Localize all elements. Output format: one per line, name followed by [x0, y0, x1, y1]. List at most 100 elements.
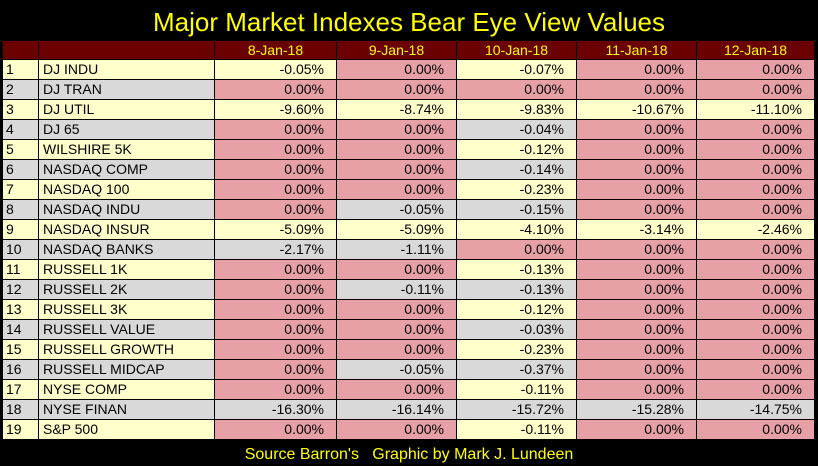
row-number: 13 — [2, 299, 39, 320]
value-cell: -5.09% — [214, 219, 337, 240]
value-cell: 0.00% — [576, 379, 697, 400]
value-cell: 0.00% — [696, 379, 815, 400]
value-cell: 0.00% — [696, 179, 815, 200]
row-number: 11 — [2, 259, 39, 280]
value-cell: 0.00% — [456, 239, 577, 260]
value-cell: -3.14% — [576, 219, 697, 240]
index-name: DJ 65 — [38, 119, 215, 140]
row-number: 2 — [2, 79, 39, 100]
table-row: 19 S&P 500 0.00% 0.00% -0.11% 0.00% 0.00% — [2, 419, 815, 440]
row-number: 14 — [2, 319, 39, 340]
row-number: 7 — [2, 179, 39, 200]
table-row: 11 RUSSELL 1K 0.00% 0.00% -0.13% 0.00% 0.00% — [2, 259, 815, 280]
index-name: RUSSELL 2K — [38, 279, 215, 300]
header-blank-name — [38, 40, 215, 60]
value-cell: 0.00% — [576, 239, 697, 260]
table-row: 13 RUSSELL 3K 0.00% 0.00% -0.12% 0.00% 0.00% — [2, 299, 815, 320]
value-cell: -5.09% — [336, 219, 457, 240]
value-cell: -8.74% — [336, 99, 457, 120]
table-row: 1 DJ INDU -0.05% 0.00% -0.07% 0.00% 0.00% — [2, 59, 815, 80]
column-header: 12-Jan-18 — [696, 40, 815, 60]
row-number: 9 — [2, 219, 39, 240]
value-cell: 0.00% — [576, 119, 697, 140]
table-row: 9 NASDAQ INSUR -5.09% -5.09% -4.10% -3.14% -2.… — [2, 219, 815, 240]
value-cell: -0.12% — [456, 299, 577, 320]
value-cell: 0.00% — [336, 319, 457, 340]
value-cell: 0.00% — [696, 119, 815, 140]
row-number: 19 — [2, 419, 39, 440]
row-number: 4 — [2, 119, 39, 140]
value-cell: 0.00% — [214, 259, 337, 280]
index-name: RUSSELL 3K — [38, 299, 215, 320]
value-cell: 0.00% — [214, 299, 337, 320]
value-cell: -0.05% — [336, 359, 457, 380]
index-name: NASDAQ INSUR — [38, 219, 215, 240]
value-cell: 0.00% — [214, 179, 337, 200]
value-cell: -4.10% — [456, 219, 577, 240]
value-cell: -0.12% — [456, 139, 577, 160]
figure-title: Major Market Indexes Bear Eye View Value… — [152, 7, 666, 37]
value-cell: 0.00% — [336, 59, 457, 80]
value-cell: -0.07% — [456, 59, 577, 80]
table-row: 5 WILSHIRE 5K 0.00% 0.00% -0.12% 0.00% 0.00% — [2, 139, 815, 160]
value-cell: 0.00% — [214, 139, 337, 160]
value-cell: 0.00% — [696, 359, 815, 380]
table-row: 17 NYSE COMP 0.00% 0.00% -0.11% 0.00% 0.00% — [2, 379, 815, 400]
value-cell: 0.00% — [336, 119, 457, 140]
value-cell: 0.00% — [214, 419, 337, 440]
row-number: 16 — [2, 359, 39, 380]
value-cell: 0.00% — [214, 279, 337, 300]
index-name: RUSSELL GROWTH — [38, 339, 215, 360]
value-cell: -15.72% — [456, 399, 577, 420]
value-cell: -0.37% — [456, 359, 577, 380]
value-cell: 0.00% — [696, 419, 815, 440]
table-row: 12 RUSSELL 2K 0.00% -0.11% -0.13% 0.00% 0.00% — [2, 279, 815, 300]
value-cell: -9.60% — [214, 99, 337, 120]
index-name: DJ INDU — [38, 59, 215, 80]
table-row: 18 NYSE FINAN -16.30% -16.14% -15.72% -15.28%… — [2, 399, 815, 420]
value-cell: -2.17% — [214, 239, 337, 260]
value-cell: -2.46% — [696, 219, 815, 240]
value-cell: 0.00% — [576, 259, 697, 280]
value-cell: -0.23% — [456, 339, 577, 360]
index-name: DJ UTIL — [38, 99, 215, 120]
value-cell: 0.00% — [336, 139, 457, 160]
value-cell: 0.00% — [456, 79, 577, 100]
value-cell: 0.00% — [696, 319, 815, 340]
value-cell: -0.11% — [456, 419, 577, 440]
row-number: 3 — [2, 99, 39, 120]
index-name: DJ TRAN — [38, 79, 215, 100]
value-cell: 0.00% — [214, 79, 337, 100]
table-row: 4 DJ 65 0.00% 0.00% -0.04% 0.00% 0.00% — [2, 119, 815, 140]
value-cell: -0.13% — [456, 259, 577, 280]
value-cell: 0.00% — [336, 419, 457, 440]
column-header: 9-Jan-18 — [336, 40, 457, 60]
value-cell: 0.00% — [576, 299, 697, 320]
value-cell: 0.00% — [696, 239, 815, 260]
row-number: 1 — [2, 59, 39, 80]
index-name: S&P 500 — [38, 419, 215, 440]
value-cell: -0.11% — [336, 279, 457, 300]
table-row: 8 NASDAQ INDU 0.00% -0.05% -0.15% 0.00% 0.00% — [2, 199, 815, 220]
table-row: 2 DJ TRAN 0.00% 0.00% 0.00% 0.00% 0.00% — [2, 79, 815, 100]
value-cell: -16.14% — [336, 399, 457, 420]
row-number: 10 — [2, 239, 39, 260]
value-cell: 0.00% — [576, 139, 697, 160]
value-cell: -0.11% — [456, 379, 577, 400]
value-cell: 0.00% — [214, 379, 337, 400]
value-cell: 0.00% — [214, 119, 337, 140]
value-cell: -0.15% — [456, 199, 577, 220]
row-number: 17 — [2, 379, 39, 400]
value-cell: -14.75% — [696, 399, 815, 420]
value-cell: 0.00% — [696, 199, 815, 220]
value-cell: 0.00% — [336, 339, 457, 360]
table-row: 3 DJ UTIL -9.60% -8.74% -9.83% -10.67% -11.10% — [2, 99, 815, 120]
value-cell: 0.00% — [576, 179, 697, 200]
value-cell: -11.10% — [696, 99, 815, 120]
value-cell: 0.00% — [336, 179, 457, 200]
value-cell: -16.30% — [214, 399, 337, 420]
value-cell: 0.00% — [696, 139, 815, 160]
header-blank-num — [2, 40, 39, 60]
index-name: NASDAQ BANKS — [38, 239, 215, 260]
